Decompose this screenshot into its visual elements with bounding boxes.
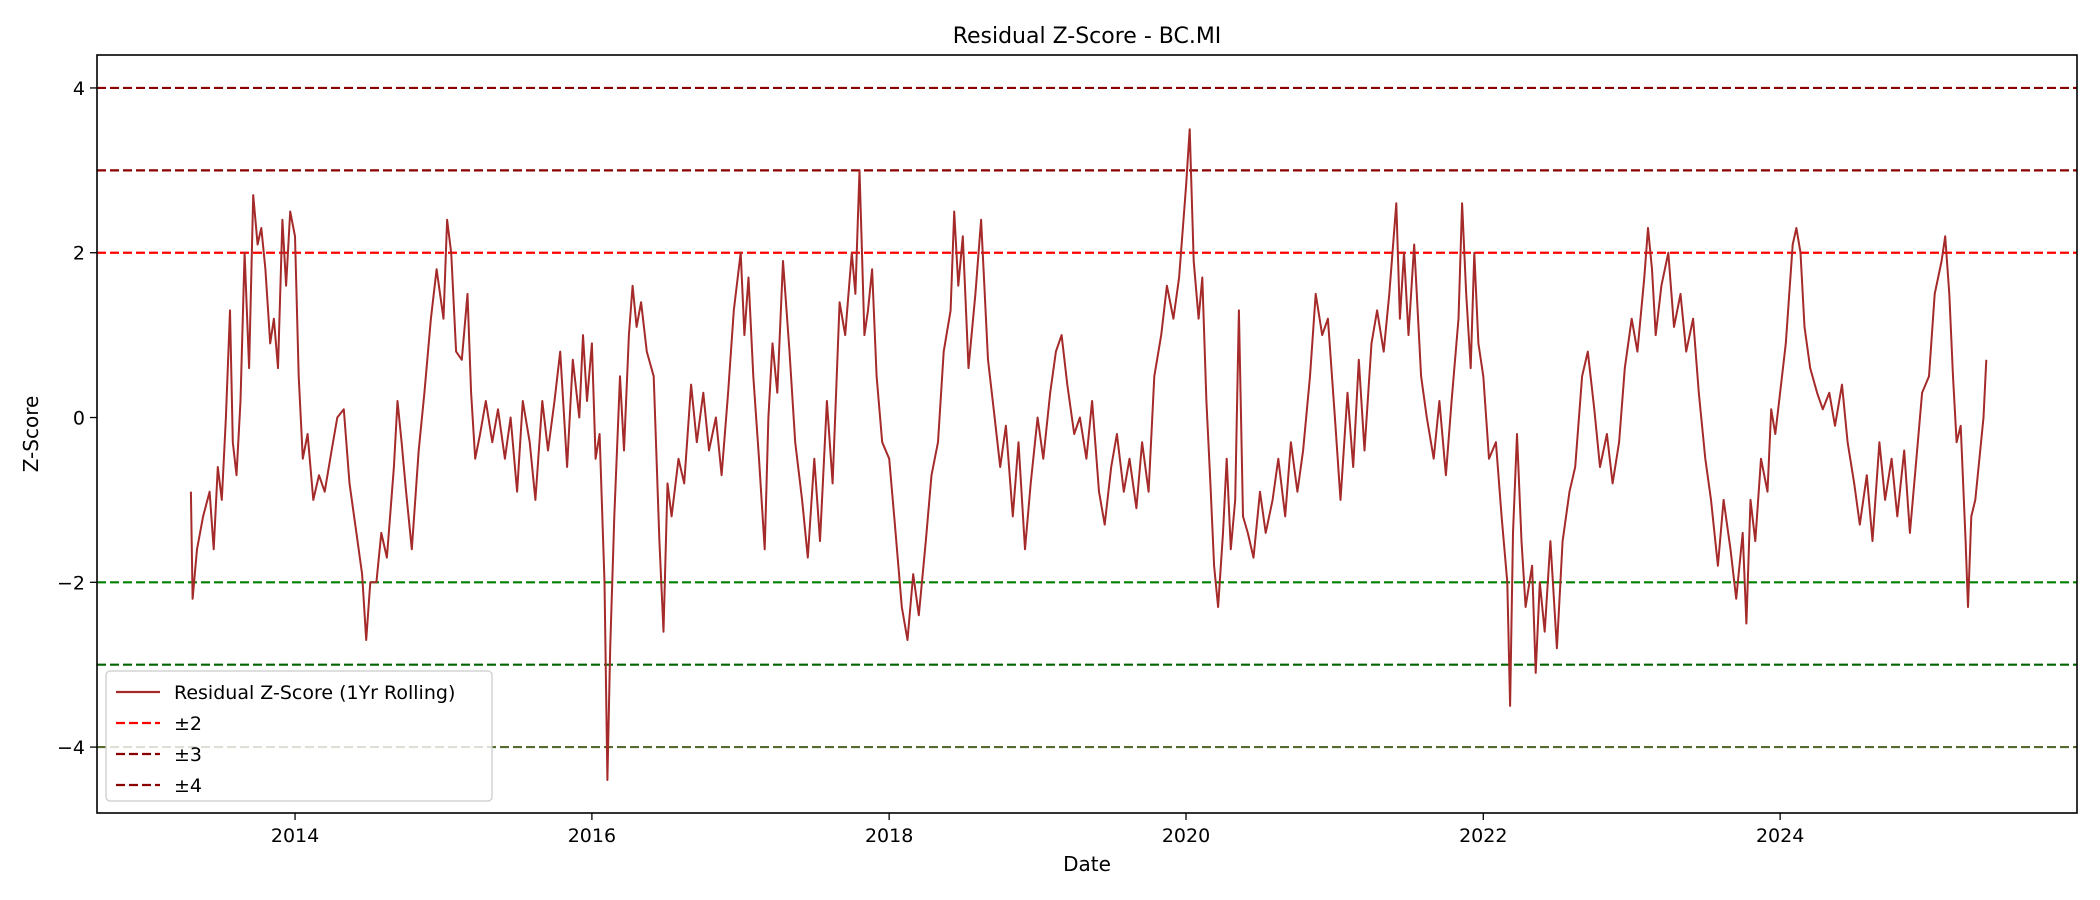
plot-area-frame [96, 54, 2078, 814]
y-tick-label: 4 [73, 78, 85, 100]
legend-label: ±3 [174, 744, 202, 766]
legend: Residual Z-Score (1Yr Rolling) ±2 ±3 ±4 [105, 670, 493, 802]
x-tick-label: 2022 [1459, 825, 1507, 847]
series-line [189, 128, 1988, 781]
y-tick-label: −2 [57, 572, 85, 594]
series-layer [189, 128, 1988, 781]
x-tick-label: 2016 [568, 825, 616, 847]
x-axis-label: Date [1063, 852, 1111, 876]
chart-title: Residual Z-Score - BC.MI [953, 24, 1222, 49]
legend-label: ±4 [174, 775, 202, 797]
legend-label: Residual Z-Score (1Yr Rolling) [174, 682, 455, 704]
x-tick-label: 2024 [1756, 825, 1804, 847]
x-tick-label: 2018 [865, 825, 913, 847]
y-tick-label: 2 [73, 243, 85, 265]
y-axis-label: Z-Score [19, 396, 43, 473]
legend-label: ±2 [174, 713, 202, 735]
legend-box [105, 670, 493, 802]
x-tick-label: 2014 [271, 825, 319, 847]
x-axis-ticks: 2014 2016 2018 2020 2022 2024 [271, 813, 1804, 847]
y-tick-label: −4 [57, 737, 85, 759]
legend-items: Residual Z-Score (1Yr Rolling) ±2 ±3 ±4 [116, 682, 455, 797]
y-axis-ticks: −4 −2 0 2 4 [57, 78, 97, 759]
x-tick-label: 2020 [1162, 825, 1210, 847]
y-tick-label: 0 [73, 408, 85, 430]
